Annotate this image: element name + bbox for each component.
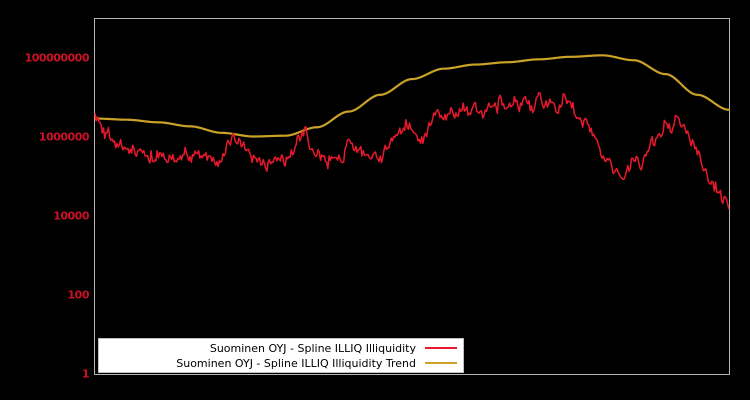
y-tick-label-100000000: 100000000	[24, 51, 90, 65]
series-line-illiquidity-trend	[93, 54, 731, 138]
plot-frame	[94, 18, 730, 375]
y-tick-label-1000000: 1000000	[38, 130, 90, 144]
legend-item-illiquidity-trend: Suominen OYJ - Spline ILLIQ Illiquidity …	[99, 356, 463, 371]
y-tick-label-1: 1	[81, 367, 90, 381]
chart-legend: Suominen OYJ - Spline ILLIQ Illiquidity …	[98, 338, 464, 373]
legend-label-illiquidity: Suominen OYJ - Spline ILLIQ Illiquidity	[209, 341, 416, 355]
legend-swatch-illiquidity-trend	[425, 362, 457, 364]
legend-swatch-illiquidity	[425, 347, 457, 349]
legend-item-illiquidity: Suominen OYJ - Spline ILLIQ Illiquidity	[99, 341, 463, 356]
legend-label-illiquidity-trend: Suominen OYJ - Spline ILLIQ Illiquidity …	[176, 356, 416, 370]
series-line-illiquidity	[94, 92, 730, 210]
y-tick-label-10000: 10000	[53, 209, 89, 223]
y-tick-label-100: 100	[67, 288, 90, 302]
